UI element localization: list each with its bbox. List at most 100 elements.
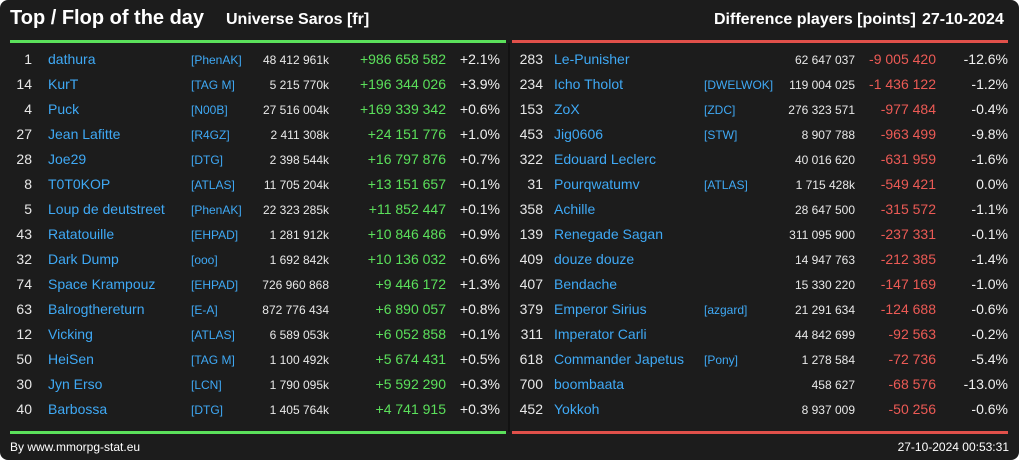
points-difference: -212 385 xyxy=(880,251,936,267)
table-row: 28 Joe29 [DTG] 2 398 544k +16 797 876 +0.7% xyxy=(0,147,508,172)
table-row: 283 Le-Punisher 62 647 037 -9 005 420 -12.6% xyxy=(508,47,1019,72)
player-name-link[interactable]: Joe29 xyxy=(48,151,87,167)
points-difference: +6 890 057 xyxy=(375,301,446,317)
player-name-link[interactable]: HeiSen xyxy=(48,351,94,367)
alliance-tag-link[interactable]: [PhenAK] xyxy=(191,53,242,67)
points-difference: -549 421 xyxy=(880,176,936,192)
alliance-tag-link[interactable]: [TAG M] xyxy=(191,353,235,367)
percent-change: -9.8% xyxy=(971,126,1008,142)
player-rank: 700 xyxy=(519,376,543,392)
player-points: 1 100 492k xyxy=(269,353,329,367)
alliance-tag-link[interactable]: [DTG] xyxy=(191,403,223,417)
player-name-link[interactable]: dathura xyxy=(48,51,96,67)
alliance-tag-link[interactable]: [R4GZ] xyxy=(191,128,230,142)
alliance-tag-link[interactable]: [ATLAS] xyxy=(191,328,235,342)
percent-change: -0.2% xyxy=(971,326,1008,342)
player-points: 5 215 770k xyxy=(269,78,329,92)
player-rank: 27 xyxy=(16,126,32,142)
player-points: 14 947 763 xyxy=(794,253,855,267)
player-name-link[interactable]: Achille xyxy=(554,201,596,217)
player-name-link[interactable]: Imperator Carli xyxy=(554,326,647,342)
points-difference: -963 499 xyxy=(880,126,936,142)
player-name-link[interactable]: Puck xyxy=(48,101,80,117)
player-rank: 8 xyxy=(24,176,32,192)
player-points: 8 907 788 xyxy=(801,128,855,142)
header: Top / Flop of the day Universe Saros [fr… xyxy=(0,0,1019,40)
player-name-link[interactable]: Edouard Leclerc xyxy=(554,151,656,167)
percent-change: +0.3% xyxy=(459,401,500,417)
alliance-tag-link[interactable]: [ooo] xyxy=(191,253,218,267)
header-date: 27-10-2024 xyxy=(922,11,1004,28)
player-name-link[interactable]: Bendache xyxy=(554,276,618,292)
points-difference: +4 741 915 xyxy=(375,401,446,417)
player-name-link[interactable]: Jean Lafitte xyxy=(48,126,121,142)
player-name-link[interactable]: Renegade Sagan xyxy=(554,226,663,242)
alliance-tag-link[interactable]: [EHPAD] xyxy=(191,278,239,292)
points-difference: +10 136 032 xyxy=(367,251,446,267)
player-name-link[interactable]: Yokkoh xyxy=(554,401,600,417)
percent-change: -1.0% xyxy=(971,276,1008,292)
alliance-tag-link[interactable]: [ZDC] xyxy=(704,103,736,117)
player-name-link[interactable]: ZoX xyxy=(554,101,580,117)
player-name-link[interactable]: Pourqwatumv xyxy=(554,176,640,192)
percent-change: -0.6% xyxy=(971,301,1008,317)
alliance-tag-link[interactable]: [LCN] xyxy=(191,378,222,392)
player-name-link[interactable]: Barbossa xyxy=(48,401,108,417)
percent-change: -1.2% xyxy=(971,76,1008,92)
player-rank: 409 xyxy=(519,251,543,267)
player-name-link[interactable]: Ratatouille xyxy=(48,226,115,242)
alliance-tag-link[interactable]: [TAG M] xyxy=(191,78,235,92)
source-credit: By www.mmorpg-stat.eu xyxy=(10,440,141,454)
player-name-link[interactable]: Loup de deutstreet xyxy=(48,201,165,217)
player-points: 21 291 634 xyxy=(794,303,855,317)
percent-change: +0.3% xyxy=(459,376,500,392)
percent-change: +0.1% xyxy=(459,326,500,342)
player-name-link[interactable]: Dark Dump xyxy=(48,251,119,267)
alliance-tag-link[interactable]: [DTG] xyxy=(191,153,223,167)
player-points: 1 278 584 xyxy=(801,353,855,367)
percent-change: +0.7% xyxy=(459,151,500,167)
alliance-tag-link[interactable]: [N00B] xyxy=(191,103,228,117)
percent-change: -5.4% xyxy=(971,351,1008,367)
table-row: 452 Yokkoh 8 937 009 -50 256 -0.6% xyxy=(508,397,1019,422)
table-row: 4 Puck [N00B] 27 516 004k +169 339 342 +0.6% xyxy=(0,97,508,122)
player-name-link[interactable]: Le-Punisher xyxy=(554,51,630,67)
player-points: 11 705 204k xyxy=(263,178,329,192)
player-name-link[interactable]: Commander Japetus xyxy=(554,351,684,367)
player-points: 276 323 571 xyxy=(788,103,855,117)
percent-change: +3.9% xyxy=(459,76,500,92)
points-difference: -147 169 xyxy=(880,276,936,292)
player-name-link[interactable]: T0T0KOP xyxy=(48,176,111,192)
player-name-link[interactable]: Emperor Sirius xyxy=(554,301,647,317)
alliance-tag-link[interactable]: [azgard] xyxy=(704,303,748,317)
player-points: 311 095 900 xyxy=(789,228,855,242)
alliance-tag-link[interactable]: [PhenAK] xyxy=(191,203,242,217)
player-name-link[interactable]: boombaata xyxy=(554,376,625,392)
player-name-link[interactable]: Balrogthereturn xyxy=(48,301,145,317)
player-points: 48 412 961k xyxy=(262,53,329,67)
player-name-link[interactable]: Jig0606 xyxy=(554,126,604,142)
player-name-link[interactable]: KurT xyxy=(48,76,79,92)
alliance-tag-link[interactable]: [DWELWOK] xyxy=(704,78,774,92)
alliance-tag-link[interactable]: [ATLAS] xyxy=(191,178,235,192)
player-rank: 407 xyxy=(519,276,543,292)
alliance-tag-link[interactable]: [EHPAD] xyxy=(191,228,239,242)
column-divider xyxy=(508,43,510,432)
points-difference: -72 736 xyxy=(888,351,936,367)
alliance-tag-link[interactable]: [E-A] xyxy=(191,303,218,317)
percent-change: +0.1% xyxy=(459,201,500,217)
alliance-tag-link[interactable]: [ATLAS] xyxy=(704,178,748,192)
alliance-tag-link[interactable]: [STW] xyxy=(704,128,738,142)
points-difference: -68 576 xyxy=(888,376,936,392)
player-rank: 74 xyxy=(16,276,32,292)
player-name-link[interactable]: Space Krampouz xyxy=(48,276,156,292)
percent-change: -13.0% xyxy=(963,376,1008,392)
player-name-link[interactable]: douze douze xyxy=(554,251,635,267)
player-name-link[interactable]: Jyn Erso xyxy=(48,376,103,392)
percent-change: +0.6% xyxy=(459,101,500,117)
player-name-link[interactable]: Icho Tholot xyxy=(554,76,624,92)
player-name-link[interactable]: Vicking xyxy=(48,326,93,342)
table-row: 700 boombaata 458 627 -68 576 -13.0% xyxy=(508,372,1019,397)
alliance-tag-link[interactable]: [Pony] xyxy=(704,353,739,367)
